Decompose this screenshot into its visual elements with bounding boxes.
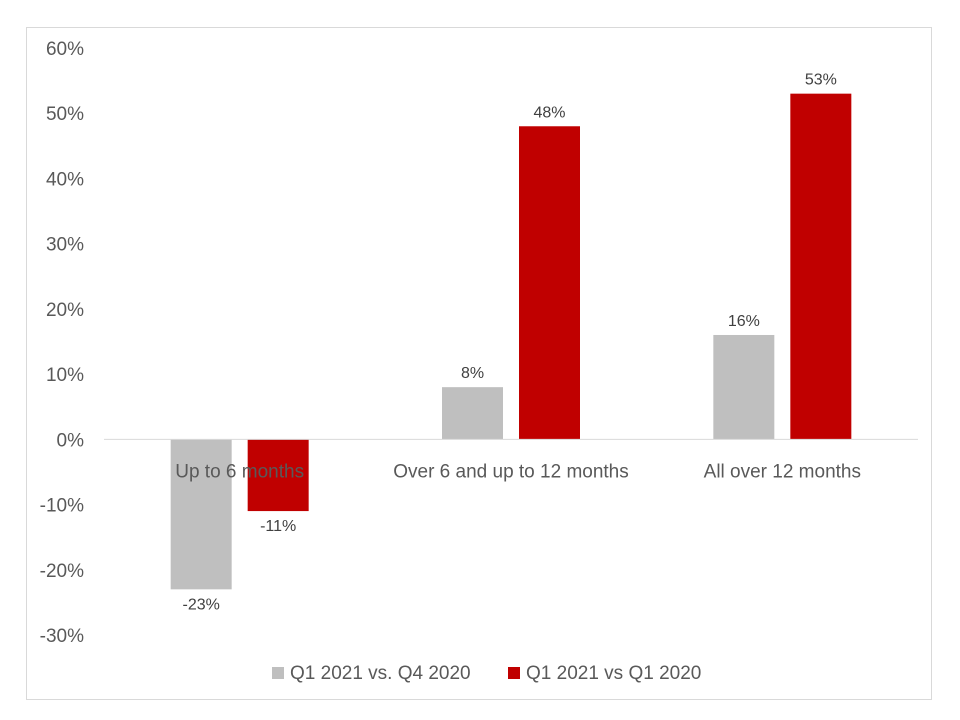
data-label: 16% — [728, 313, 760, 330]
y-tick-label: 30% — [46, 235, 84, 256]
y-tick-label: 0% — [57, 430, 85, 451]
y-tick-label: -20% — [40, 561, 84, 582]
y-tick-label: 50% — [46, 104, 84, 125]
y-tick-label: -10% — [40, 496, 84, 517]
category-labels: Up to 6 months Over 6 and up to 12 months… — [175, 461, 861, 482]
bar — [790, 93, 852, 440]
chart-frame — [26, 27, 932, 700]
y-axis: 60% 50% 40% 30% 20% 10% 0% -10% -20% -30% — [40, 39, 84, 647]
bar — [713, 334, 775, 440]
bar — [170, 439, 232, 590]
bars — [170, 93, 852, 590]
y-tick-label: 60% — [46, 39, 84, 60]
data-label: 53% — [805, 72, 837, 89]
y-tick-label: 20% — [46, 300, 84, 321]
data-label: 8% — [461, 365, 484, 382]
x-category-label: Over 6 and up to 12 months — [393, 461, 629, 482]
data-label: -11% — [260, 518, 296, 535]
y-tick-label: -30% — [40, 626, 84, 647]
x-category-label: Up to 6 months — [175, 461, 304, 482]
data-label: 48% — [533, 104, 565, 121]
legend-swatch — [272, 667, 284, 679]
y-tick-label: 10% — [46, 365, 84, 386]
y-tick-label: 40% — [46, 169, 84, 190]
legend-label: Q1 2021 vs. Q4 2020 — [290, 663, 471, 684]
bar — [442, 387, 503, 440]
data-label: -23% — [182, 596, 219, 613]
legend: Q1 2021 vs. Q4 2020 Q1 2021 vs Q1 2020 — [272, 663, 701, 684]
legend-swatch — [508, 667, 520, 679]
bar — [519, 126, 580, 440]
data-labels: -23% -11% 8% 48% 16% 53% — [182, 72, 836, 614]
bar — [247, 439, 309, 512]
legend-label: Q1 2021 vs Q1 2020 — [526, 663, 701, 684]
x-category-label: All over 12 months — [704, 461, 861, 482]
